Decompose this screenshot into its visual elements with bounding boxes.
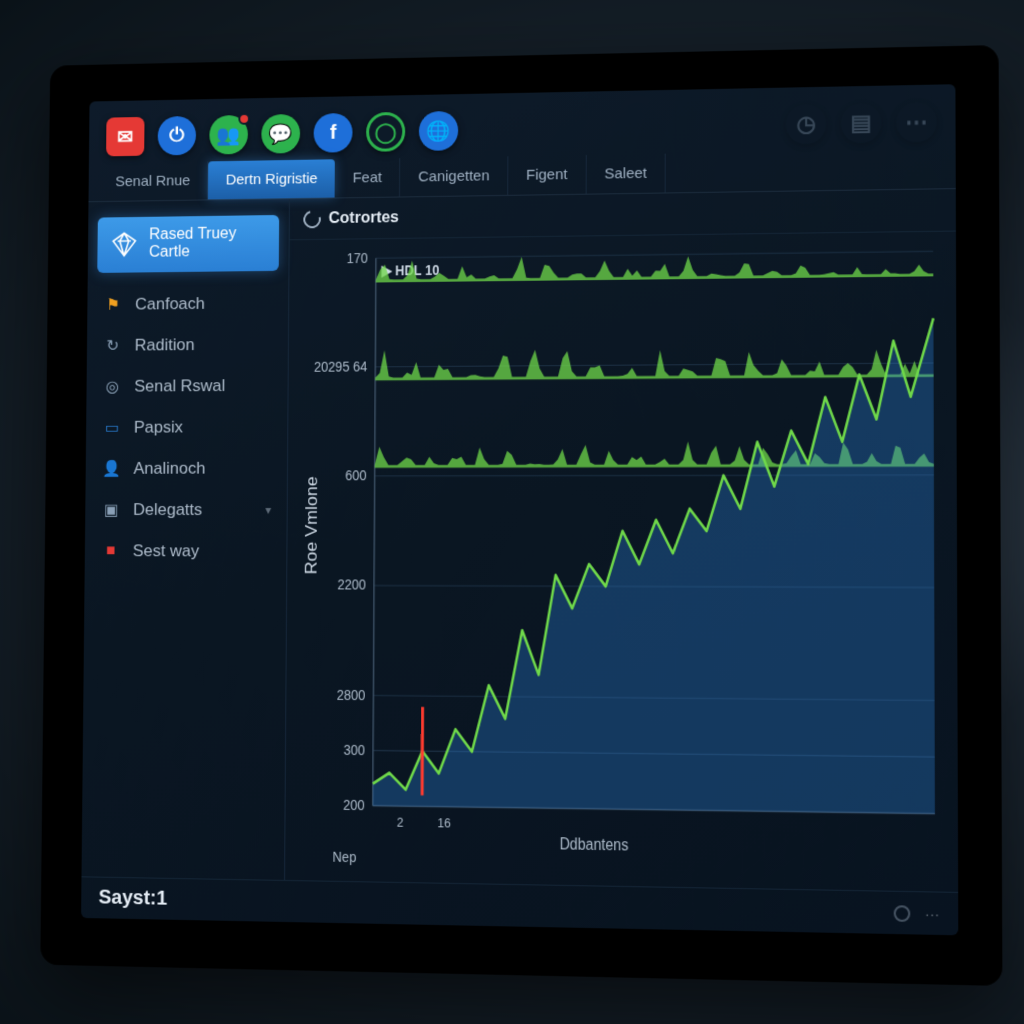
chat-icon[interactable]: 💬 xyxy=(261,114,300,154)
sidebar-item-label: Papsix xyxy=(134,417,183,437)
sidebar-item-label: Sest way xyxy=(133,541,200,561)
tab-1[interactable]: Dertn Rigristie xyxy=(208,159,335,199)
main-title: Cotrortes xyxy=(329,209,399,228)
tab-0[interactable]: Senal Rnue xyxy=(98,161,209,201)
sidebar-hero[interactable]: Rased Truey Cartle xyxy=(97,215,279,273)
footer-extra: ··· xyxy=(925,905,940,922)
diamond-icon xyxy=(109,229,140,261)
facebook-icon[interactable]: f xyxy=(314,113,353,153)
main-panel: Cotrortes 17020295 6460022002800300200▶ … xyxy=(285,189,958,892)
svg-text:2: 2 xyxy=(397,815,404,830)
svg-text:300: 300 xyxy=(344,742,366,758)
globe-icon[interactable]: 🌐 xyxy=(419,111,458,151)
svg-text:200: 200 xyxy=(343,797,365,813)
sidebar-hero-line2: Cartle xyxy=(149,243,236,262)
tab-5[interactable]: Saleet xyxy=(586,154,666,194)
svg-text:600: 600 xyxy=(345,468,367,484)
sidebar-items: ⚑ Canfoach ↻ Radition ◎ Senal Rswal ▭ Papsix 👤 An… xyxy=(85,282,289,572)
power-icon[interactable]: ⏻ xyxy=(158,116,197,156)
sidebar-item-label: Senal Rswal xyxy=(134,376,225,396)
svg-text:2800: 2800 xyxy=(337,687,366,703)
case-icon: ▣ xyxy=(100,499,121,521)
mail-icon[interactable]: ✉ xyxy=(106,117,144,156)
sidebar-item-3[interactable]: ▭ Papsix xyxy=(86,406,288,448)
doc-icon: ▭ xyxy=(101,417,122,439)
device-bezel: ✉ ⏻ 👥 💬 f ◯ 🌐 ◷ ▤ ⋯ Senal RnueDertn RigristieFeat… xyxy=(40,45,1002,986)
sidebar-item-2[interactable]: ◎ Senal Rswal xyxy=(86,365,287,407)
ring-icon[interactable]: ◯ xyxy=(366,112,405,152)
tab-4[interactable]: Figent xyxy=(508,155,586,195)
chart: 17020295 6460022002800300200▶ HDL 10216D… xyxy=(293,240,946,884)
svg-text:Roe Vmlone: Roe Vmlone xyxy=(303,476,321,574)
chart-area: 17020295 6460022002800300200▶ HDL 10216D… xyxy=(285,232,958,892)
grid-icon[interactable]: ▤ xyxy=(841,103,882,144)
sidebar-item-label: Delegatts xyxy=(133,500,202,520)
refresh-icon[interactable] xyxy=(300,207,324,231)
body: Rased Truey Cartle ⚑ Canfoach ↻ Radition ◎ Se… xyxy=(81,189,958,892)
sidebar: Rased Truey Cartle ⚑ Canfoach ↻ Radition ◎ Se… xyxy=(81,199,289,880)
svg-text:Nep: Nep xyxy=(333,849,357,865)
person-icon: 👤 xyxy=(101,458,122,480)
footer-status-icon xyxy=(894,905,911,922)
svg-text:2200: 2200 xyxy=(337,577,366,593)
sidebar-item-label: Analinoch xyxy=(133,459,205,479)
screen: ✉ ⏻ 👥 💬 f ◯ 🌐 ◷ ▤ ⋯ Senal RnueDertn RigristieFeat… xyxy=(81,84,958,935)
sidebar-item-1[interactable]: ↻ Radition xyxy=(87,324,288,367)
tab-3[interactable]: Canigetten xyxy=(400,156,508,196)
target-icon: ◎ xyxy=(102,376,123,398)
sidebar-item-6[interactable]: ■ Sest way xyxy=(85,530,287,572)
svg-text:170: 170 xyxy=(347,250,369,266)
svg-text:Ddbantens: Ddbantens xyxy=(560,836,629,854)
svg-text:16: 16 xyxy=(437,815,450,830)
sidebar-item-0[interactable]: ⚑ Canfoach xyxy=(87,282,288,325)
tab-2[interactable]: Feat xyxy=(335,158,401,197)
flag-icon: ⚑ xyxy=(103,294,124,316)
stop-icon: ■ xyxy=(100,540,121,562)
more-icon[interactable]: ⋯ xyxy=(896,102,937,143)
sidebar-item-label: Canfoach xyxy=(135,294,205,314)
sidebar-item-label: Radition xyxy=(135,335,195,355)
chevron-down-icon: ▾ xyxy=(265,503,271,517)
sidebar-hero-line1: Rased Truey xyxy=(149,225,236,244)
sidebar-item-5[interactable]: ▣ Delegatts ▾ xyxy=(85,489,287,531)
sidebar-item-4[interactable]: 👤 Analinoch xyxy=(86,448,288,490)
svg-text:20295 64: 20295 64 xyxy=(314,359,368,375)
group-icon[interactable]: 👥 xyxy=(209,115,248,155)
footer-label: Sayst:1 xyxy=(98,887,167,911)
refresh-icon: ↻ xyxy=(102,335,123,357)
clock-icon[interactable]: ◷ xyxy=(786,104,827,145)
